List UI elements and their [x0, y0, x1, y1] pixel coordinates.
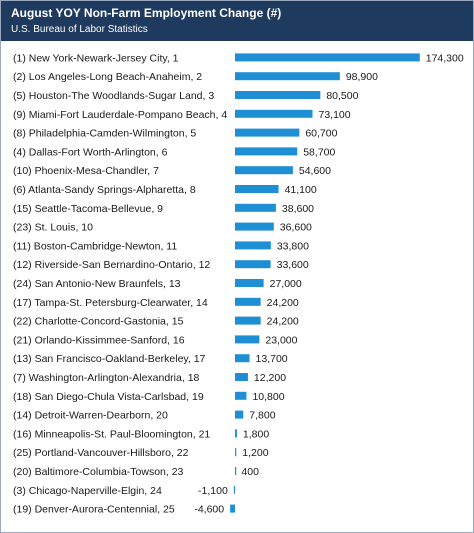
category-label: (4) Dallas-Fort Worth-Arlington, 6 — [13, 146, 168, 158]
category-label: (19) Denver-Aurora-Centennial, 25 — [13, 504, 175, 516]
category-label: (14) Detroit-Warren-Dearborn, 20 — [13, 410, 168, 422]
value-label: 98,900 — [346, 71, 378, 83]
category-label: (12) Riverside-San Bernardino-Ontario, 1… — [13, 259, 210, 271]
bar — [235, 297, 261, 306]
bar — [235, 241, 271, 250]
category-label: (9) Miami-Fort Lauderdale-Pompano Beach,… — [13, 109, 227, 121]
value-label: 24,200 — [267, 297, 299, 309]
value-label: 10,800 — [252, 391, 284, 403]
value-label: 60,700 — [305, 128, 337, 140]
value-label: 27,000 — [270, 278, 302, 290]
bar — [235, 448, 237, 457]
bar — [235, 373, 248, 381]
bar — [235, 354, 250, 363]
bar — [235, 467, 237, 475]
category-label: (20) Baltimore-Columbia-Towson, 23 — [13, 466, 184, 478]
bar — [235, 72, 340, 81]
category-label: (10) Phoenix-Mesa-Chandler, 7 — [13, 165, 159, 177]
bar — [230, 504, 235, 513]
value-label: 13,700 — [256, 353, 288, 365]
category-label: (6) Atlanta-Sandy Springs-Alpharetta, 8 — [13, 184, 196, 196]
bar — [235, 147, 298, 156]
bar — [235, 109, 313, 118]
category-label: (21) Orlando-Kissimmee-Sanford, 16 — [13, 334, 185, 346]
category-label: (11) Boston-Cambridge-Newton, 11 — [13, 240, 177, 252]
value-label: -4,600 — [194, 504, 224, 516]
category-label: (24) San Antonio-New Braunfels, 13 — [13, 278, 181, 290]
bar — [235, 203, 276, 212]
bar — [235, 53, 420, 62]
category-label: (2) Los Angeles-Long Beach-Anaheim, 2 — [13, 71, 202, 83]
value-label: 1,200 — [242, 447, 268, 459]
chart-header: August YOY Non-Farm Employment Change (#… — [1, 1, 473, 41]
bar — [235, 166, 293, 175]
value-label: 24,200 — [267, 316, 299, 328]
bar — [233, 485, 236, 494]
bar — [235, 335, 260, 344]
bar — [235, 410, 244, 419]
chart-subtitle: U.S. Bureau of Labor Statistics — [11, 24, 148, 35]
value-label: 41,100 — [285, 184, 317, 196]
bar — [235, 429, 237, 438]
chart-title: August YOY Non-Farm Employment Change (#… — [11, 6, 282, 20]
value-label: 33,600 — [277, 259, 309, 271]
value-label: 174,300 — [426, 52, 464, 64]
value-label: 400 — [241, 466, 259, 478]
category-label: (23) St. Louis, 10 — [13, 222, 93, 234]
category-label: (1) New York-Newark-Jersey City, 1 — [13, 52, 179, 64]
value-label: 38,600 — [282, 203, 314, 215]
category-label: (22) Charlotte-Concord-Gastonia, 15 — [13, 316, 184, 328]
value-label: 1,800 — [243, 428, 269, 440]
category-label: (13) San Francisco-Oakland-Berkeley, 17 — [13, 353, 206, 365]
category-label: (5) Houston-The Woodlands-Sugar Land, 3 — [13, 90, 214, 102]
category-label: (7) Washington-Arlington-Alexandria, 18 — [13, 372, 200, 384]
bar — [235, 91, 321, 99]
category-label: (8) Philadelphia-Camden-Wilmington, 5 — [13, 128, 196, 140]
category-label: (25) Portland-Vancouver-Hillsboro, 22 — [13, 447, 189, 459]
bar — [235, 279, 264, 287]
bar — [235, 222, 274, 231]
category-label: (16) Minneapolis-St. Paul-Bloomington, 2… — [13, 428, 210, 440]
category-label: (18) San Diego-Chula Vista-Carlsbad, 19 — [13, 391, 204, 403]
value-label: 12,200 — [254, 372, 286, 384]
value-label: 23,000 — [265, 334, 297, 346]
category-label: (17) Tampa-St. Petersburg-Clearwater, 14 — [13, 297, 208, 309]
value-label: 36,600 — [280, 222, 312, 234]
category-label: (15) Seattle-Tacoma-Bellevue, 9 — [13, 203, 163, 215]
bar — [235, 128, 300, 137]
bar — [235, 260, 271, 269]
bar — [235, 316, 261, 325]
bar — [235, 185, 279, 193]
value-label: 7,800 — [249, 410, 275, 422]
value-label: 73,100 — [318, 109, 350, 121]
value-label: 58,700 — [303, 146, 335, 158]
bar — [235, 391, 247, 400]
value-label: -1,100 — [198, 485, 228, 497]
value-label: 33,800 — [277, 240, 309, 252]
category-label: (3) Chicago-Naperville-Elgin, 24 — [13, 485, 162, 497]
value-label: 80,500 — [326, 90, 358, 102]
value-label: 54,600 — [299, 165, 331, 177]
